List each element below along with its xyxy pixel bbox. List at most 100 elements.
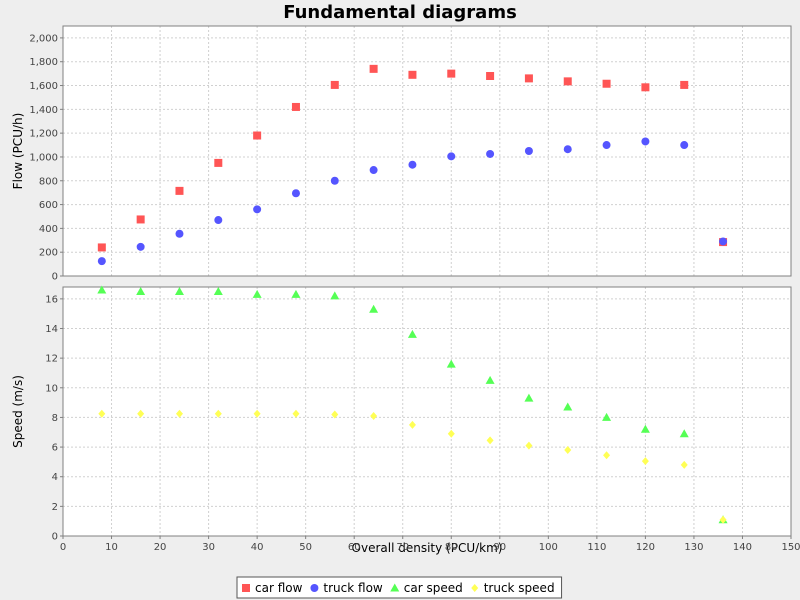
series-truck-speed: [98, 409, 727, 524]
y-tick-label: 4: [52, 472, 58, 483]
data-point: [370, 411, 378, 420]
data-point: [719, 237, 728, 246]
data-point: [136, 286, 146, 295]
data-point: [563, 145, 572, 154]
y-tick-label: 1,800: [29, 57, 58, 68]
legend-marker: [471, 584, 479, 592]
x-tick-label: 70: [396, 542, 409, 553]
x-tick-label: 120: [636, 542, 655, 553]
y-tick-label: 16: [45, 294, 58, 305]
x-tick-label: 20: [154, 542, 167, 553]
data-point: [97, 257, 106, 266]
y-tick-label: 400: [39, 224, 58, 235]
plot-background: [63, 287, 791, 536]
data-point: [408, 160, 417, 169]
data-point: [253, 409, 261, 418]
x-axis-label: Overall density (PCU/km): [352, 541, 503, 555]
data-point: [253, 131, 262, 140]
data-point: [214, 158, 223, 167]
data-point: [486, 72, 495, 80]
data-point: [446, 359, 456, 368]
y-axis-label: Speed (m/s): [11, 375, 25, 448]
data-point: [330, 176, 339, 185]
data-point: [175, 409, 183, 418]
plot-border: [62, 25, 792, 277]
y-tick-label: 10: [45, 383, 58, 394]
data-point: [640, 424, 650, 433]
data-point: [524, 147, 533, 155]
data-point: [408, 420, 416, 429]
chart-legend: car flow truck flow car speed truck speed: [236, 576, 563, 599]
legend-label: truck speed: [484, 581, 555, 595]
data-point: [680, 460, 688, 469]
series-car-speed: [97, 285, 728, 524]
data-point: [137, 409, 145, 418]
data-point: [447, 429, 455, 438]
x-tick-label: 80: [445, 542, 458, 553]
data-point: [680, 141, 689, 150]
data-point: [679, 429, 689, 438]
x-tick-label: 110: [587, 542, 606, 553]
x-tick-label: 10: [105, 542, 118, 553]
x-tick-label: 30: [202, 542, 215, 553]
data-point: [174, 286, 184, 295]
y-tick-label: 12: [45, 354, 58, 365]
legend-marker: [242, 584, 250, 592]
data-point: [407, 329, 417, 338]
data-point: [524, 74, 533, 83]
y-tick-label: 200: [39, 248, 58, 259]
data-point: [253, 205, 262, 214]
legend-item: car flow: [242, 581, 303, 595]
x-tick-label: 100: [539, 542, 558, 553]
data-point: [213, 286, 223, 295]
data-point: [641, 457, 649, 466]
data-point: [447, 152, 456, 161]
data-point: [680, 80, 689, 89]
data-point: [486, 436, 494, 445]
data-point: [291, 289, 301, 298]
chart-panels: 0 200 400 600 800 1,000 1,200 1,400 1,600 1,800 2,…: [11, 25, 792, 543]
legend-item: truck speed: [471, 581, 555, 595]
data-point: [369, 166, 378, 175]
data-point: [330, 291, 340, 300]
y-tick-label: 2,000: [29, 33, 58, 44]
x-tick-label: 90: [493, 542, 506, 553]
legend-item: truck flow: [310, 581, 383, 595]
data-point: [331, 410, 339, 419]
series-truck-flow: [97, 137, 728, 266]
x-tick-label: 50: [299, 542, 312, 553]
data-point: [97, 243, 106, 252]
y-tick-label: 1,200: [29, 129, 58, 140]
y-tick-label: 1,000: [29, 152, 58, 163]
data-point: [447, 69, 456, 78]
data-point: [408, 70, 417, 79]
y-tick-label: 14: [45, 324, 58, 335]
data-point: [641, 137, 650, 146]
data-point: [563, 77, 572, 86]
chart-title: Fundamental diagrams: [283, 2, 517, 23]
y-tick-label: 2: [52, 502, 58, 513]
legend-item: car speed: [390, 581, 463, 595]
y-tick-label: 800: [39, 176, 58, 187]
data-point: [291, 189, 300, 198]
y-axis-label: Flow (PCU/h): [11, 113, 25, 190]
x-tick-label: 40: [251, 542, 264, 553]
x-tick-label: 130: [684, 542, 703, 553]
x-tick-label: 0: [60, 542, 66, 553]
data-point: [602, 79, 611, 88]
data-point: [214, 409, 222, 418]
data-point: [136, 215, 145, 224]
data-point: [214, 216, 223, 225]
y-tick-label: 1,400: [29, 105, 58, 116]
y-tick-label: 600: [39, 200, 58, 211]
data-point: [291, 102, 300, 111]
data-point: [252, 289, 262, 298]
plot-background: [63, 26, 791, 276]
data-point: [564, 446, 572, 455]
data-point: [641, 83, 650, 92]
legend-frame: [236, 576, 563, 599]
data-point: [485, 375, 495, 384]
y-tick-label: 1,600: [29, 81, 58, 92]
data-point: [369, 64, 378, 73]
